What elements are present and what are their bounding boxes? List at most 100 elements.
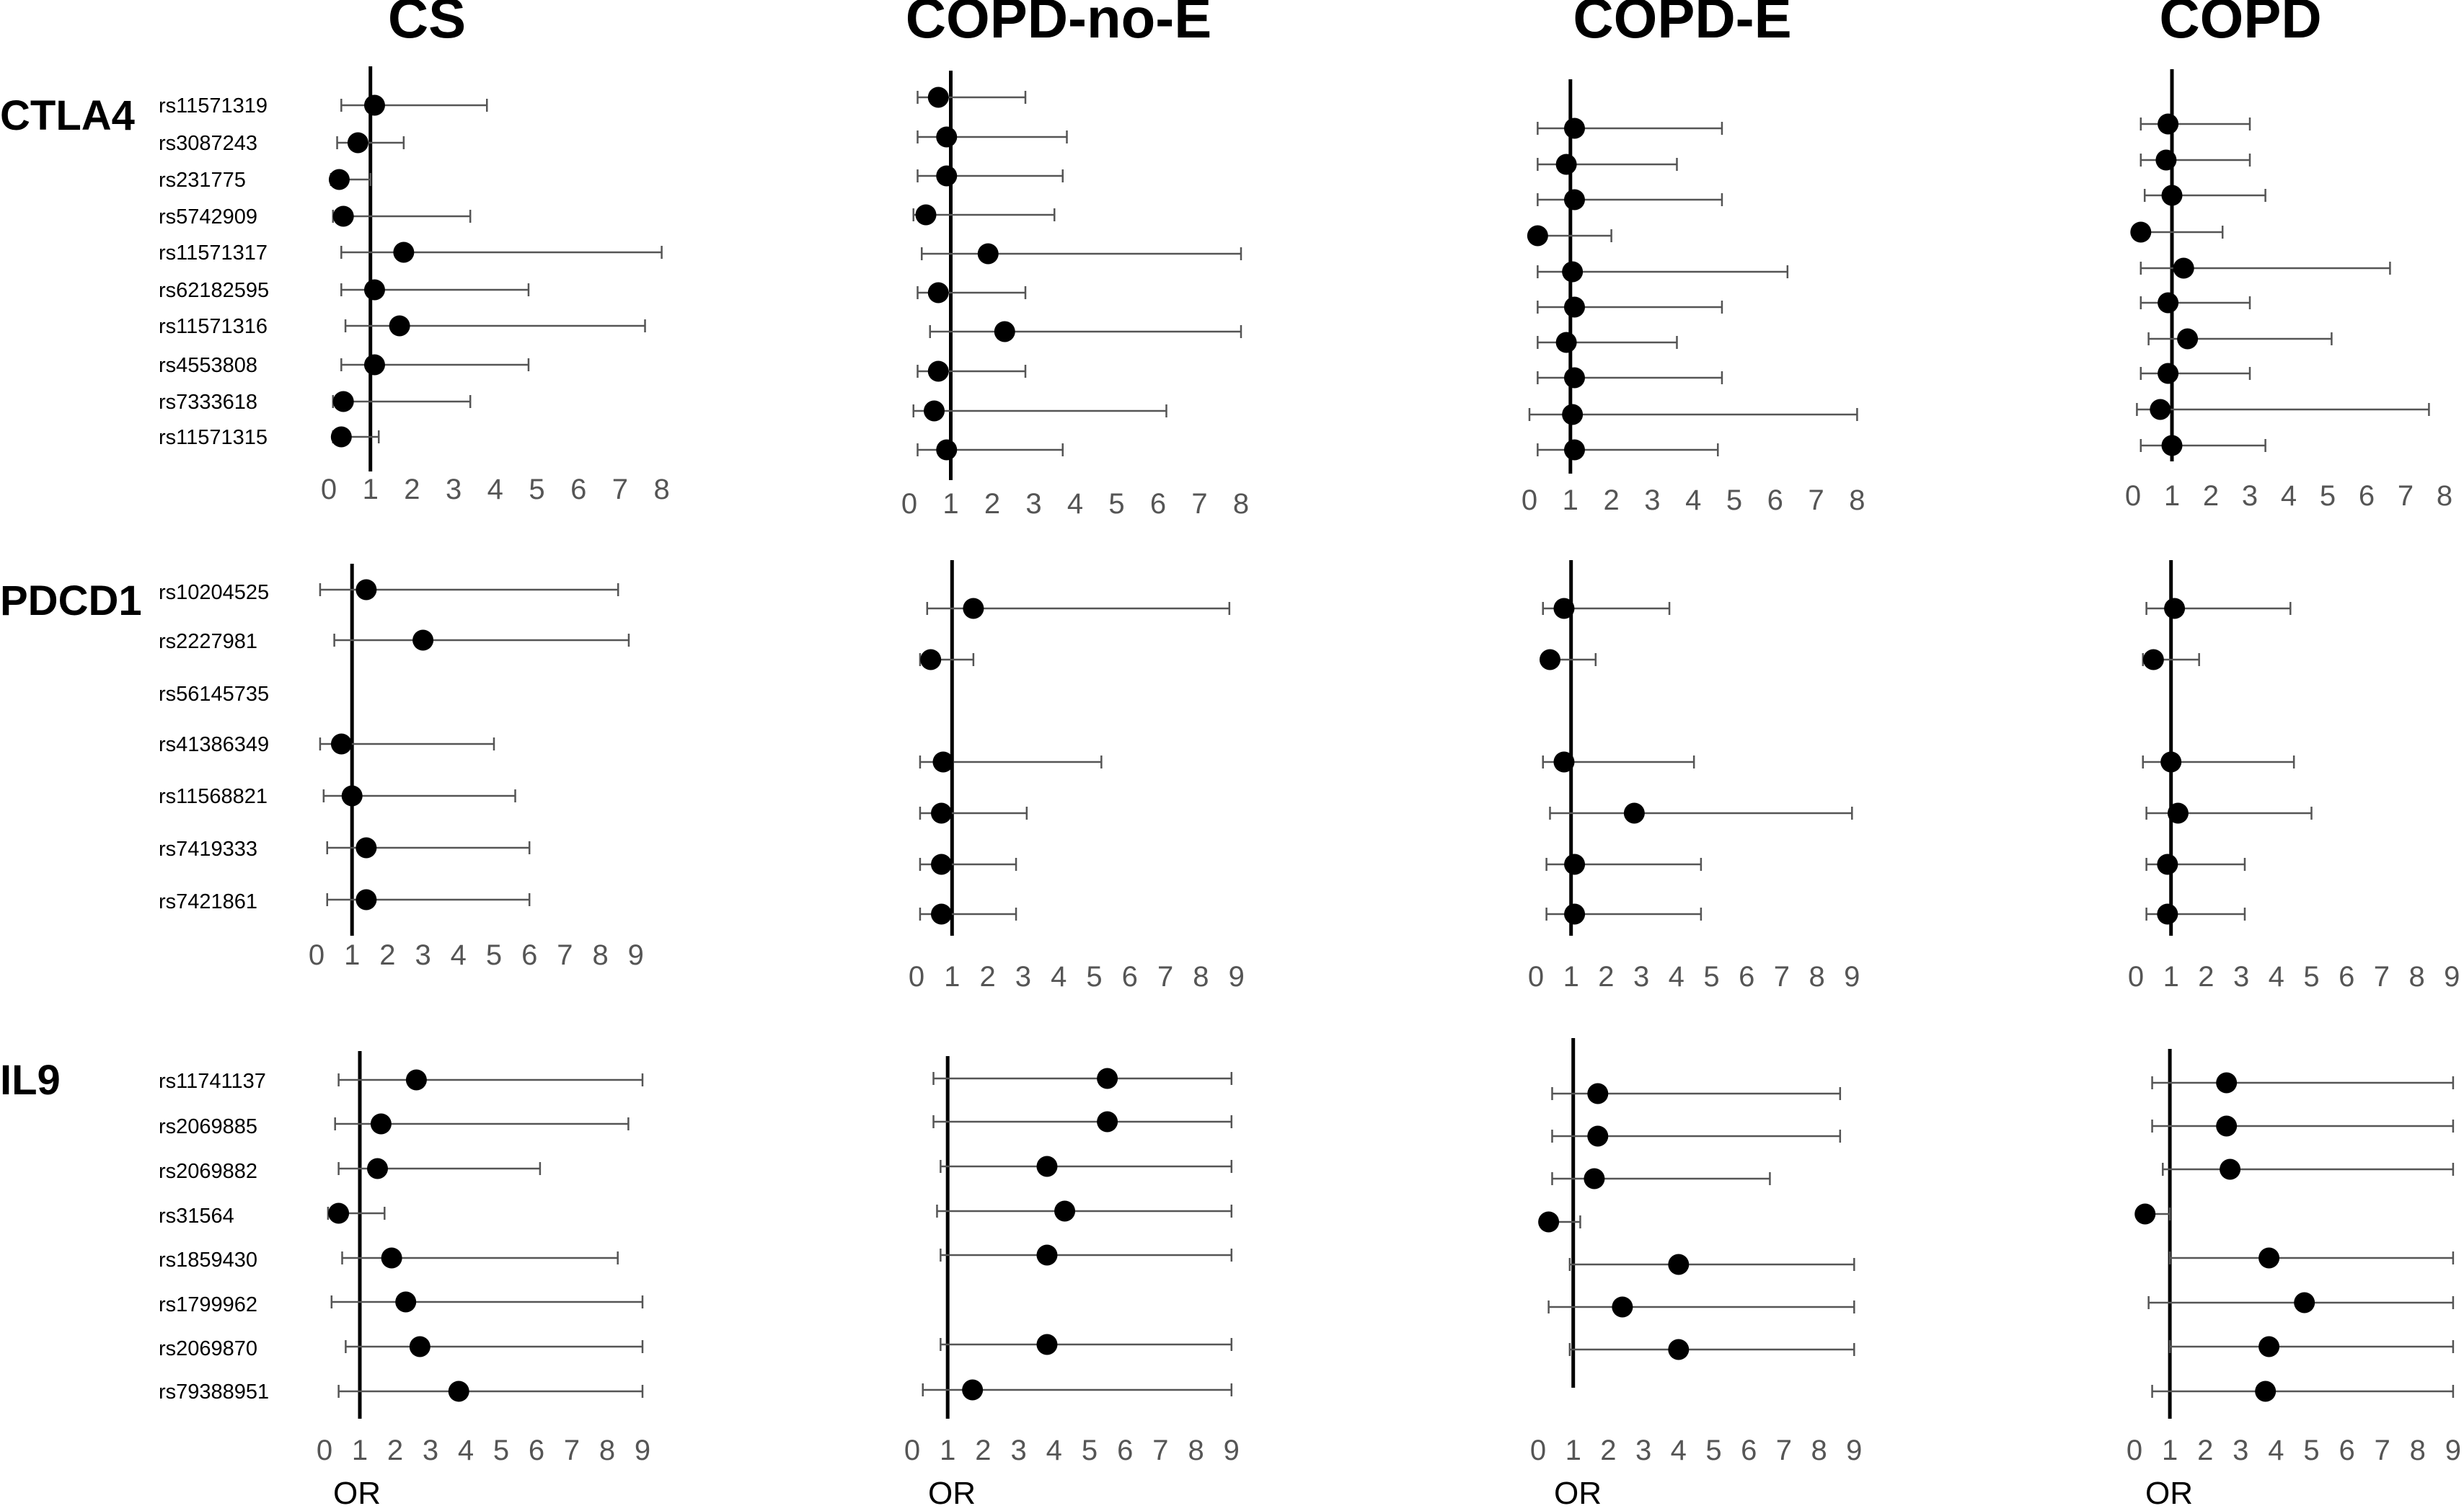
or-point (2150, 399, 2171, 420)
x-tick-label: 6 (1767, 484, 1783, 516)
or-point (1612, 1296, 1633, 1318)
x-tick-label: 6 (1117, 1435, 1133, 1466)
or-point (2173, 257, 2194, 279)
x-tick-label: 3 (2233, 961, 2249, 993)
or-point (2134, 1203, 2156, 1225)
snp-label: rs41386349 (159, 733, 269, 756)
x-tick-label: 4 (1046, 1435, 1062, 1466)
column-header-copd: COPD (2159, 0, 2321, 50)
or-point (915, 204, 937, 226)
or-point (1563, 296, 1585, 318)
or-point (962, 1379, 984, 1401)
or-point (1553, 598, 1575, 619)
or-point (2157, 854, 2178, 875)
snp-label: rs56145735 (159, 683, 269, 706)
x-tick-label: 1 (2163, 961, 2179, 993)
x-tick-label: 4 (2269, 961, 2284, 993)
snp-label: rs4553808 (159, 354, 257, 377)
or-point (2255, 1381, 2277, 1402)
x-tick-label: 5 (1705, 1435, 1721, 1466)
or-point (356, 837, 377, 859)
or-point (1538, 1211, 1560, 1233)
snp-label: rs7333618 (159, 391, 257, 414)
x-tick-label: 4 (451, 939, 467, 971)
or-point (356, 889, 377, 910)
x-tick-label: 4 (1051, 961, 1067, 993)
x-tick-label: 5 (2303, 1435, 2319, 1466)
x-tick-label: 8 (653, 474, 669, 505)
x-tick-label: 1 (2164, 480, 2180, 512)
or-point (341, 785, 363, 807)
or-point (389, 315, 410, 337)
or-point (448, 1381, 469, 1402)
x-tick-label: 7 (1808, 484, 1824, 516)
or-point (370, 1113, 392, 1135)
gene-label-il9: IL9 (0, 1057, 61, 1104)
or-point (1097, 1068, 1118, 1089)
or-point (2216, 1072, 2238, 1094)
x-tick-label: 1 (352, 1435, 368, 1466)
x-tick-label: 5 (2320, 480, 2336, 512)
or-point (1563, 367, 1585, 389)
or-point (1036, 1244, 1058, 1266)
x-tick-label: 7 (2375, 1435, 2390, 1466)
snp-label: rs3087243 (159, 132, 257, 155)
or-point (2158, 292, 2179, 314)
or-point (994, 321, 1015, 342)
x-tick-label: 9 (1229, 961, 1245, 993)
or-point (1555, 154, 1577, 175)
or-point (330, 733, 352, 755)
x-axis-label-copd-no-e: OR (928, 1476, 976, 1511)
or-point (1668, 1254, 1690, 1275)
x-tick-label: 1 (1566, 1435, 1581, 1466)
x-tick-label: 7 (2398, 480, 2414, 512)
or-point (367, 1158, 388, 1179)
x-tick-label: 2 (2198, 961, 2214, 993)
or-point (936, 126, 958, 148)
x-tick-label: 7 (1776, 1435, 1792, 1466)
or-point (1623, 802, 1645, 824)
x-tick-label: 8 (1233, 488, 1249, 520)
x-axis-label-cs: OR (333, 1476, 381, 1511)
x-tick-label: 0 (1530, 1435, 1546, 1466)
snp-label: rs2069885 (159, 1115, 257, 1138)
x-tick-label: 3 (1635, 1435, 1651, 1466)
column-header-cs: CS (388, 0, 466, 50)
x-tick-label: 4 (487, 474, 503, 505)
or-point (1036, 1156, 1058, 1177)
x-tick-label: 7 (1152, 1435, 1168, 1466)
or-point (405, 1069, 427, 1091)
x-tick-label: 6 (1739, 961, 1754, 993)
x-tick-label: 5 (529, 474, 544, 505)
or-point (2216, 1115, 2238, 1137)
or-point (330, 426, 352, 448)
x-tick-label: 5 (2303, 961, 2319, 993)
or-point (2158, 363, 2179, 384)
x-tick-label: 7 (1191, 488, 1207, 520)
x-tick-label: 9 (1846, 1435, 1862, 1466)
x-tick-label: 5 (1703, 961, 1719, 993)
or-point (927, 87, 949, 108)
x-tick-label: 3 (1633, 961, 1649, 993)
x-tick-label: 9 (1844, 961, 1860, 993)
x-tick-label: 8 (1849, 484, 1865, 516)
or-point (2161, 185, 2183, 206)
snp-label: rs231775 (159, 169, 246, 192)
x-tick-label: 8 (599, 1435, 615, 1466)
x-tick-label: 3 (2233, 1435, 2248, 1466)
or-point (347, 132, 368, 154)
x-tick-label: 2 (975, 1435, 991, 1466)
or-point (1587, 1125, 1609, 1147)
x-tick-label: 0 (909, 961, 924, 993)
or-point (1563, 189, 1585, 211)
snp-label: rs7419333 (159, 838, 257, 861)
or-point (931, 903, 953, 925)
x-tick-label: 4 (1671, 1435, 1687, 1466)
snp-label: rs1859430 (159, 1249, 257, 1272)
snp-label: rs7421861 (159, 890, 257, 913)
x-tick-label: 3 (1644, 484, 1660, 516)
or-point (1553, 751, 1575, 773)
x-tick-label: 8 (1188, 1435, 1204, 1466)
or-point (977, 243, 999, 265)
